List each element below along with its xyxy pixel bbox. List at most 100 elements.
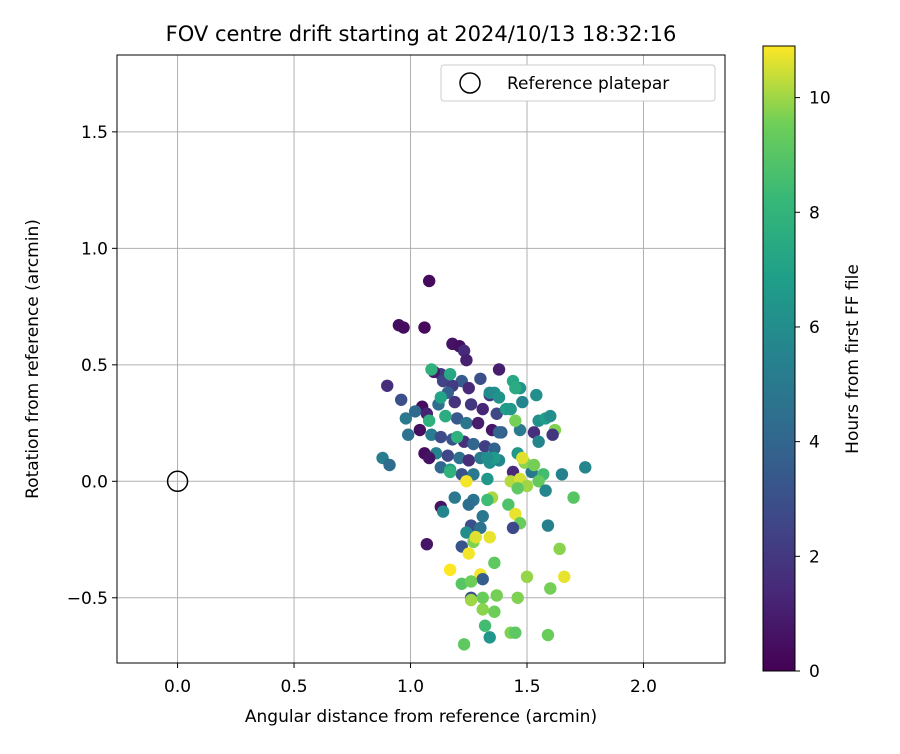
- colorbar-tick-label: 4: [809, 433, 820, 453]
- scatter-point: [443, 465, 457, 479]
- y-tick-label: 0.0: [81, 472, 108, 492]
- scatter-point: [509, 381, 522, 395]
- colorbar-label: Hours from first FF file: [843, 264, 863, 454]
- scatter-point: [448, 491, 461, 504]
- colorbar-gradient: [762, 45, 796, 672]
- scatter-point: [509, 626, 522, 639]
- scatter-point: [399, 412, 413, 425]
- x-axis-label: Angular distance from reference (arcmin): [245, 707, 597, 727]
- scatter-point: [481, 472, 494, 486]
- scatter-point: [490, 589, 503, 602]
- scatter-point: [450, 430, 464, 444]
- scatter-point: [509, 507, 522, 521]
- scatter-point: [471, 416, 485, 430]
- scatter-point: [394, 393, 408, 406]
- scatter-point: [544, 582, 557, 595]
- y-tick-label: −0.5: [67, 589, 108, 609]
- scatter-point: [460, 526, 473, 539]
- scatter-point: [476, 402, 489, 416]
- scatter-point: [478, 619, 492, 632]
- colorbar-tick-label: 8: [809, 203, 820, 223]
- scatter-point: [401, 428, 415, 441]
- scatter-point: [418, 321, 431, 334]
- scatter-point: [546, 428, 559, 441]
- y-tick-label: 1.0: [81, 239, 108, 259]
- scatter-point: [506, 521, 520, 535]
- scatter-point: [443, 563, 457, 577]
- scatter-point: [450, 412, 464, 425]
- scatter-point: [462, 498, 475, 511]
- colorbar-tick-label: 0: [809, 662, 820, 682]
- grid-lines: [117, 55, 725, 663]
- scatter-point: [397, 321, 410, 334]
- scatter-point: [434, 430, 448, 444]
- x-axis-ticks: 0.0 0.5 1.0 1.5 2.0: [164, 663, 657, 697]
- scatter-point: [460, 416, 473, 430]
- x-tick-label: 1.5: [513, 677, 540, 697]
- colorbar-ticks: 0 2 4 6 8 10: [795, 89, 831, 682]
- scatter-point: [383, 458, 396, 472]
- scatter-point: [511, 591, 524, 604]
- scatter-point: [527, 426, 541, 439]
- scatter-point: [476, 591, 489, 604]
- x-tick-label: 1.0: [397, 677, 424, 697]
- scatter-point: [422, 414, 436, 427]
- y-tick-label: 1.5: [81, 123, 108, 143]
- scatter-point: [579, 461, 592, 474]
- scatter-point: [516, 395, 529, 409]
- scatter-point: [478, 440, 492, 453]
- scatter-point: [420, 537, 434, 551]
- scatter-point: [464, 575, 478, 588]
- scatter-point: [425, 428, 438, 441]
- chart-title: FOV centre drift starting at 2024/10/13 …: [166, 22, 677, 46]
- scatter-point: [476, 572, 489, 586]
- scatter-point: [504, 402, 517, 416]
- scatter-point: [448, 395, 461, 409]
- scatter-point: [520, 570, 534, 584]
- colorbar-tick-label: 10: [809, 89, 831, 109]
- scatter-point: [441, 449, 454, 462]
- scatter-point: [492, 363, 506, 376]
- scatter-point: [511, 482, 524, 495]
- scatter-point: [541, 628, 555, 642]
- scatter-point: [481, 493, 494, 507]
- scatter-point: [443, 367, 457, 381]
- scatter-point: [434, 461, 448, 474]
- scatter-point: [381, 379, 394, 392]
- scatter-point: [460, 475, 473, 488]
- scatter-point: [488, 605, 501, 618]
- legend-label: Reference platepar: [507, 74, 669, 94]
- scatter-point: [474, 521, 487, 535]
- scatter-point: [474, 372, 487, 386]
- scatter-point: [455, 577, 468, 590]
- scatter-point: [567, 491, 580, 504]
- scatter-point: [544, 409, 557, 423]
- data-points: [376, 274, 592, 651]
- scatter-point: [413, 423, 427, 437]
- scatter-point: [555, 468, 569, 481]
- colorbar-tick-label: 2: [809, 547, 820, 567]
- scatter-point: [532, 475, 545, 488]
- scatter-point: [502, 498, 515, 511]
- scatter-point: [434, 391, 448, 404]
- scatter-point: [462, 547, 475, 560]
- scatter-point: [425, 363, 438, 376]
- scatter-point: [490, 407, 503, 420]
- x-tick-label: 0.5: [281, 677, 308, 697]
- x-tick-label: 2.0: [630, 677, 657, 697]
- scatter-point: [460, 353, 473, 367]
- scatter-point: [422, 274, 436, 288]
- scatter-point: [469, 531, 482, 544]
- y-axis-ticks: −0.5 0.0 0.5 1.0 1.5: [67, 123, 117, 609]
- scatter-point: [457, 638, 471, 651]
- scatter-point: [541, 519, 555, 532]
- scatter-point: [439, 409, 452, 423]
- scatter-point: [530, 388, 543, 402]
- scatter-point: [488, 556, 501, 570]
- scatter-point: [520, 479, 534, 493]
- scatter-point: [558, 570, 571, 584]
- scatter-point: [464, 593, 478, 607]
- scatter-point: [408, 405, 422, 418]
- reference-marker-group: [166, 470, 189, 493]
